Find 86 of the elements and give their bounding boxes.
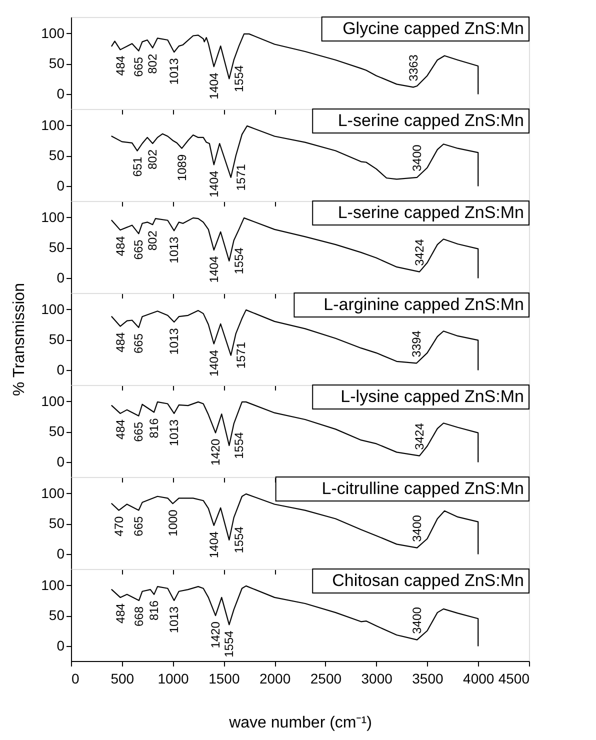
annotation: 665 <box>132 422 146 442</box>
annotation: 1554 <box>232 65 246 92</box>
annotation: 1404 <box>206 170 221 198</box>
x-axis-title: wave number (cm⁻¹) <box>228 714 372 732</box>
annotation: 1420 <box>208 621 223 648</box>
annotation: 1554 <box>232 247 246 274</box>
annotation: 3400 <box>410 144 424 172</box>
x-tick-label: 4000 <box>463 670 494 686</box>
annotation: 484 <box>113 332 128 352</box>
annotation: 484 <box>113 55 128 76</box>
annotation: 470 <box>112 516 126 536</box>
y-tick-label: 50 <box>48 147 65 164</box>
annotation: 3363 <box>406 54 420 82</box>
chart-title: L-serine capped ZnS:Mn <box>338 203 524 222</box>
annotation: 484 <box>113 603 128 624</box>
annotation: 1013 <box>167 419 182 446</box>
annotation: 3400 <box>410 514 424 542</box>
annotation: 651 <box>130 156 144 177</box>
annotation: 1404 <box>206 256 221 283</box>
annotation: 816 <box>147 600 162 620</box>
annotation: 1404 <box>206 350 221 377</box>
y-tick-label: 0 <box>56 269 65 286</box>
annotation: 802 <box>146 230 160 251</box>
x-tick-label: 2500 <box>310 670 342 686</box>
chart-title: L-serine capped ZnS:Mn <box>338 111 524 130</box>
annotation: 1013 <box>167 58 182 85</box>
annotation: 668 <box>132 606 146 627</box>
annotation: 802 <box>146 149 160 170</box>
chart-title: Glycine capped ZnS:Mn <box>342 19 524 38</box>
annotation: 1571 <box>234 342 248 369</box>
annotation: 484 <box>113 419 128 440</box>
annotation: 1554 <box>232 526 246 554</box>
y-tick-label: 100 <box>41 116 65 133</box>
annotation: 1013 <box>167 606 182 634</box>
x-tick-label: 2000 <box>259 670 291 686</box>
annotation: 1013 <box>167 328 182 355</box>
annotation: 3424 <box>412 238 426 266</box>
x-tick-label: 500 <box>110 670 134 686</box>
y-tick-label: 100 <box>41 576 65 593</box>
x-tick-label: 1000 <box>158 670 190 686</box>
y-tick-label: 0 <box>56 453 65 470</box>
annotation: 1000 <box>166 509 180 536</box>
x-tick-label: 0 <box>72 670 80 686</box>
y-tick-label: 0 <box>56 85 65 102</box>
annotation: 484 <box>113 236 128 256</box>
y-tick-label: 100 <box>41 484 65 501</box>
x-tick-label: 3500 <box>412 670 444 686</box>
x-tick-label: 1500 <box>208 670 240 686</box>
y-tick-label: 0 <box>56 545 65 562</box>
y-tick-label: 50 <box>48 607 65 624</box>
y-tick-label: 50 <box>48 239 65 256</box>
annotation: 1420 <box>208 438 223 466</box>
annotation: 665 <box>132 239 146 260</box>
y-tick-label: 0 <box>56 177 65 194</box>
annotation: 1571 <box>234 164 248 191</box>
y-tick-label: 100 <box>41 300 65 317</box>
chart-title: L-arginine capped ZnS:Mn <box>324 295 524 314</box>
chart-title: Chitosan capped ZnS:Mn <box>332 571 524 590</box>
y-tick-label: 50 <box>48 423 65 440</box>
y-tick-label: 100 <box>41 24 65 41</box>
annotation: 665 <box>132 333 146 354</box>
annotation: 1404 <box>206 531 221 558</box>
annotation: 665 <box>132 516 146 536</box>
annotation: 665 <box>132 56 146 77</box>
y-tick-label: 0 <box>56 637 65 654</box>
y-tick-label: 100 <box>41 208 65 225</box>
annotation: 816 <box>147 418 162 438</box>
annotation: 1404 <box>206 72 221 100</box>
y-tick-label: 50 <box>48 331 65 348</box>
annotation: 3400 <box>410 606 424 634</box>
x-tick-label: 4500 <box>498 670 530 686</box>
annotation: 3394 <box>409 330 424 358</box>
annotation: 1013 <box>167 236 182 264</box>
y-tick-label: 50 <box>48 515 65 532</box>
y-axis-title: % Transmission <box>11 283 28 396</box>
y-tick-label: 100 <box>41 392 65 409</box>
annotation: 1554 <box>222 630 236 658</box>
annotation: 1089 <box>174 154 189 182</box>
annotation: 1554 <box>232 432 246 459</box>
chart-title: L-lysine capped ZnS:Mn <box>340 387 524 406</box>
chart-title: L-citrulline capped ZnS:Mn <box>322 479 524 498</box>
annotation: 802 <box>146 54 160 74</box>
annotation: 3424 <box>412 422 426 450</box>
x-tick-label: 3000 <box>361 670 393 686</box>
y-tick-label: 50 <box>48 55 65 72</box>
y-tick-label: 0 <box>56 361 65 378</box>
